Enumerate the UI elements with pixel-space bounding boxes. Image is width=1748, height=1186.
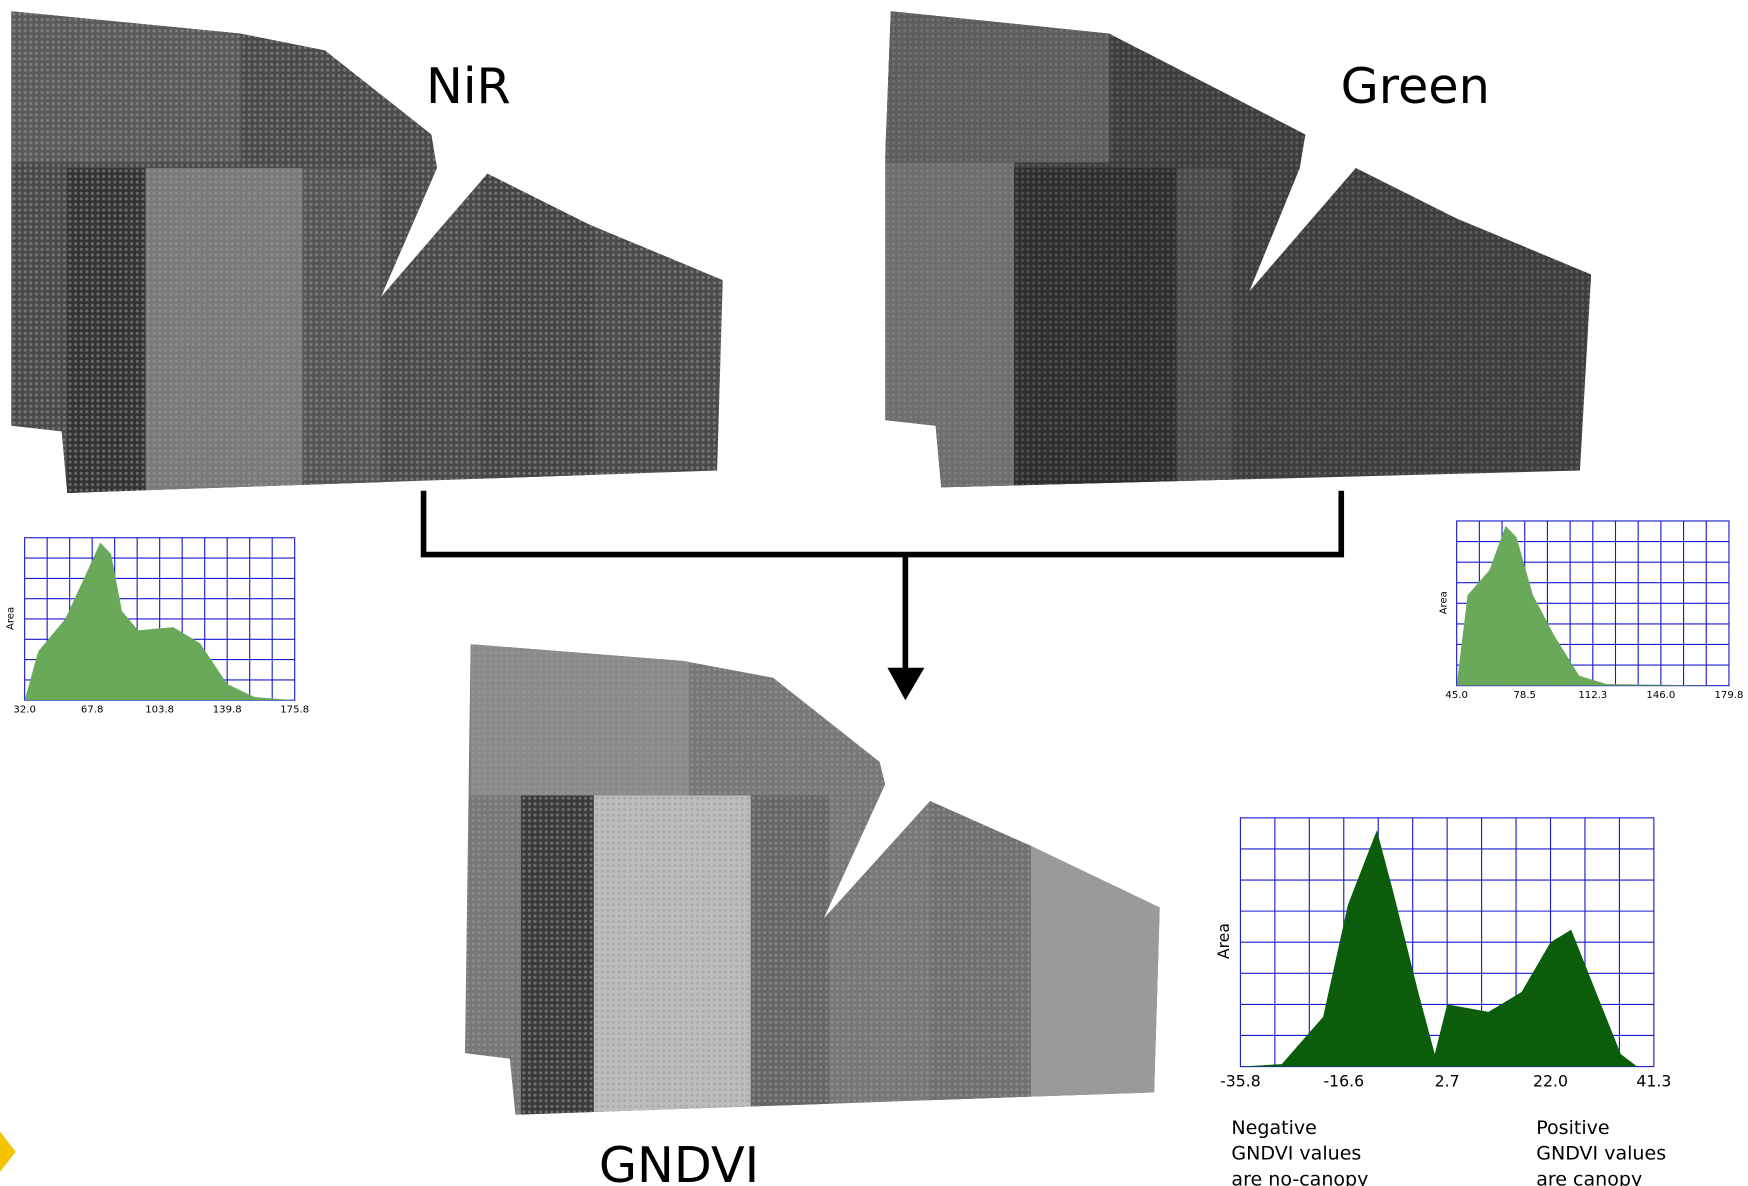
corner-marker	[0, 1132, 16, 1172]
gndvi-label: GNDVI	[599, 1136, 759, 1186]
page: {"labels": {"nir": "NiR", "green": "Gree…	[0, 0, 1748, 1186]
tick-label: 139.8	[213, 705, 242, 716]
axis-label: Area	[1214, 923, 1233, 959]
green-label: Green	[1341, 57, 1490, 115]
histogram: -35.8 -16.6 2.7 22.0 41.3 Area	[1214, 818, 1671, 1091]
histogram: 32.0 67.8 103.8 139.8 175.8 Area	[5, 538, 309, 716]
tick-label: 78.5	[1514, 690, 1536, 701]
note-line: Positive	[1536, 1117, 1609, 1139]
tick-label: 179.8	[1715, 690, 1744, 701]
note-line: Negative	[1231, 1117, 1316, 1139]
green-image	[874, 0, 1602, 504]
tick-label: 41.3	[1636, 1072, 1671, 1091]
note-line: are no-canopy	[1231, 1168, 1368, 1186]
gndvi-image	[459, 633, 1165, 1126]
diagram: NiR Green GNDVI Negative GNDVI values are …	[0, 0, 1748, 1186]
nir-image	[0, 0, 740, 504]
arrow-head	[887, 668, 924, 700]
tick-label: 32.0	[13, 705, 35, 716]
tick-label: 112.3	[1578, 690, 1607, 701]
tick-label: 67.8	[81, 705, 103, 716]
tick-label: 175.8	[280, 705, 309, 716]
histogram: 45.0 78.5 112.3 146.0 179.8 Area	[1439, 521, 1744, 701]
tick-label: 45.0	[1445, 690, 1467, 701]
tick-label: 146.0	[1646, 690, 1675, 701]
note-line: are canopy	[1536, 1168, 1642, 1186]
note-line: GNDVI values	[1536, 1143, 1666, 1165]
tick-label: -35.8	[1220, 1072, 1261, 1091]
nir-label: NiR	[426, 57, 511, 115]
connector	[424, 491, 1342, 555]
tick-label: 22.0	[1533, 1072, 1568, 1091]
tick-label: 2.7	[1435, 1072, 1460, 1091]
axis-label: Area	[5, 607, 16, 630]
axis-label: Area	[1439, 591, 1450, 614]
tick-label: 103.8	[145, 705, 174, 716]
note-line: GNDVI values	[1231, 1143, 1361, 1165]
tick-label: -16.6	[1323, 1072, 1364, 1091]
notes: Negative GNDVI values are no-canopy Positiv…	[1231, 1117, 1666, 1186]
